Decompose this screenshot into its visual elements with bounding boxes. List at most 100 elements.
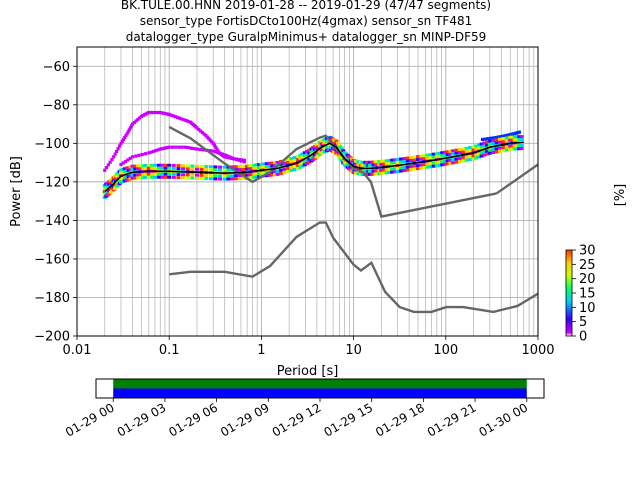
density-cell: [181, 167, 186, 171]
density-cell: [428, 165, 433, 169]
density-cell: [130, 122, 135, 126]
x-tick-label: 1000: [521, 343, 554, 358]
density-cell: [171, 172, 176, 176]
density-cell: [186, 119, 190, 123]
density-cell: [474, 156, 479, 160]
x-axis-label: Period [s]: [277, 364, 339, 379]
density-cell: [123, 135, 127, 140]
density-cell: [237, 158, 241, 162]
density-cell: [128, 126, 132, 130]
density-cell: [228, 155, 232, 159]
density-cell: [307, 157, 312, 161]
density-band: [102, 135, 524, 199]
density-cell: [222, 168, 227, 172]
density-cell: [199, 164, 204, 168]
density-cell: [454, 151, 459, 155]
x-tick-label: 10: [345, 343, 362, 358]
x-tick-label: 0.01: [63, 343, 92, 358]
density-cell: [130, 176, 135, 180]
density-cell: [482, 150, 487, 154]
density-cell: [498, 135, 502, 139]
density-cell: [510, 144, 515, 148]
density-cell: [494, 150, 499, 154]
density-cell: [215, 147, 219, 151]
density-cell: [387, 170, 392, 174]
density-cell: [498, 149, 503, 153]
density-cell: [425, 156, 430, 160]
density-cell: [146, 163, 151, 167]
density-cell: [434, 152, 439, 156]
density-cell: [245, 164, 250, 168]
colorbar-tick-label: 30: [579, 244, 596, 259]
density-cell: [123, 159, 128, 164]
density-cell: [405, 156, 410, 160]
density-cell: [494, 147, 499, 151]
density-cell: [171, 166, 176, 170]
density-cell: [149, 110, 153, 115]
density-cell: [214, 145, 218, 149]
density-cell: [181, 176, 186, 180]
plot-marks: [102, 110, 539, 314]
density-cell: [339, 147, 344, 151]
density-cell: [164, 112, 168, 116]
density-cell: [176, 176, 181, 180]
density-cell: [479, 154, 484, 158]
density-cell: [270, 161, 275, 165]
density-cell: [442, 153, 447, 157]
density-cell: [241, 167, 246, 171]
density-cell: [194, 167, 199, 171]
density-cell: [262, 162, 267, 166]
density-cell: [402, 157, 407, 161]
density-cell: [431, 155, 436, 159]
density-cell: [218, 165, 223, 169]
density-cell: [491, 151, 496, 155]
density-cell: [409, 159, 414, 163]
density-cell: [457, 157, 462, 161]
density-cell: [201, 148, 206, 152]
density-cell: [247, 176, 252, 180]
density-cell: [292, 156, 297, 160]
density-cell: [163, 175, 168, 179]
density-cell: [257, 175, 262, 179]
timeline-tick-label: 01-29 03: [115, 400, 169, 439]
density-cell: [501, 137, 506, 141]
density-cell: [126, 130, 130, 134]
density-cell: [272, 161, 277, 165]
density-cell: [213, 174, 218, 178]
density-cell: [296, 164, 301, 168]
density-cell: [133, 176, 138, 180]
density-cell: [195, 126, 199, 130]
density-cell: [437, 154, 442, 158]
density-cell: [140, 152, 144, 157]
density-cell: [223, 155, 227, 159]
density-cell: [285, 169, 290, 173]
density-cell: [390, 158, 395, 162]
density-cell: [240, 159, 244, 163]
density-cell: [384, 159, 389, 163]
density-cell: [160, 172, 165, 176]
plot-grid: [76, 47, 538, 337]
density-cell: [445, 162, 450, 166]
density-cell: [213, 150, 218, 154]
density-cell: [165, 145, 170, 150]
colorbar-tick-label: 0: [579, 330, 587, 345]
density-cell: [405, 159, 410, 163]
density-cell: [504, 145, 509, 149]
density-cell: [213, 177, 218, 181]
density-cell: [264, 165, 269, 169]
density-cell: [491, 139, 496, 143]
density-cell: [167, 145, 171, 149]
density-cell: [300, 155, 305, 159]
density-cell: [220, 152, 225, 156]
density-cell: [208, 177, 213, 181]
density-cell: [104, 166, 109, 170]
density-cell: [204, 168, 209, 172]
density-cell: [167, 166, 172, 170]
density-cell: [296, 167, 301, 171]
density-cell: [247, 173, 252, 177]
density-cell: [305, 149, 310, 153]
density-cell: [335, 141, 340, 145]
density-cell: [405, 168, 410, 172]
density-cell: [162, 146, 166, 150]
density-cell: [485, 152, 490, 156]
